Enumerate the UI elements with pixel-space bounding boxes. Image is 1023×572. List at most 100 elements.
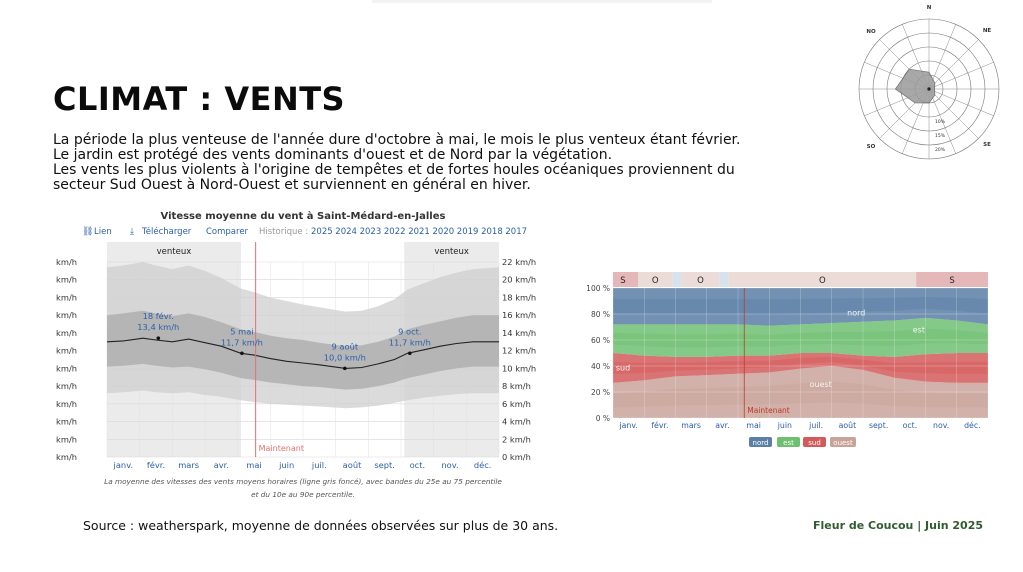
annotation-value: 11,7 km/h: [389, 337, 431, 347]
x-tick-label: juin: [777, 421, 792, 430]
y-tick-label-left: 22 km/h: [55, 257, 77, 267]
band-p25-p75: [107, 310, 499, 390]
wind-rose-chart: N NE SE SO O NO 10% 15% 20%: [853, 5, 1000, 160]
x-tick-label: mars: [681, 421, 701, 430]
y-tick-label-right: 20 km/h: [502, 275, 536, 285]
median-line: [106, 337, 499, 369]
windy-period-label: venteux: [434, 247, 469, 257]
y-tick-label-left: 12 km/h: [55, 346, 77, 356]
history-year-link[interactable]: 2022: [384, 227, 406, 237]
rose-spoke: [928, 24, 957, 90]
chart-title: Vitesse moyenne du vent à Saint-Médard-e…: [161, 210, 446, 222]
legend-swatch: [830, 437, 856, 447]
rose-ring-label: 15%: [935, 133, 946, 139]
download-button[interactable]: Télécharger: [141, 226, 192, 237]
legend-label: sud: [808, 439, 821, 447]
rose-polygon: [894, 68, 936, 104]
x-tick-label: juin: [278, 460, 294, 470]
y-tick-label-right: 10 km/h: [502, 363, 536, 373]
dominant-direction-segment: [638, 272, 673, 287]
dominant-direction-label: O: [697, 276, 704, 286]
history-year-link[interactable]: 2017: [505, 227, 527, 237]
dominant-direction-segment: [613, 272, 638, 287]
legend-swatch: [777, 437, 800, 447]
intro-line: La période la plus venteuse de l'année d…: [53, 132, 741, 148]
rose-spoke: [928, 88, 957, 154]
now-label: Maintenant: [747, 406, 790, 415]
y-tick-label-right: 0 km/h: [502, 452, 531, 462]
rose-direction-label: O: [853, 88, 854, 94]
rose-ring-label: 10%: [935, 119, 946, 125]
y-tick-label: 20 %: [591, 388, 610, 397]
x-tick-label: mars: [178, 460, 199, 470]
x-tick-label: avr.: [715, 421, 729, 430]
y-tick-label-right: 18 km/h: [502, 292, 536, 302]
series-label: est: [913, 326, 925, 335]
annotation-date: 5 mai: [230, 326, 253, 336]
intro-line: Les vents les plus violents à l'origine …: [53, 162, 735, 178]
wind-direction-chart: S O O O S 0 % 20 % 40 % 60 % 80 % 100 % Maintenant n…: [586, 272, 989, 447]
x-tick-label: oct.: [903, 421, 918, 430]
dominant-direction-label: O: [652, 276, 659, 286]
page-title: CLIMAT : VENTS: [53, 80, 346, 118]
history-year-link[interactable]: 2018: [481, 227, 503, 237]
chart-toolbar: ⛓ Lien ⤓ Télécharger Comparer Historique :202…: [82, 226, 527, 237]
y-tick-label: 100 %: [586, 284, 610, 293]
rose-ring-label: 20%: [935, 147, 946, 153]
intro-line: secteur Sud Ouest à Nord-Ouest et survie…: [53, 177, 531, 193]
x-tick-label: août: [343, 460, 362, 470]
link-icon[interactable]: ⛓: [82, 226, 93, 237]
y-tick-label-left: 10 km/h: [55, 363, 77, 373]
series-label: nord: [847, 309, 865, 318]
compare-button[interactable]: Comparer: [206, 227, 249, 237]
source-note: Source : weatherspark, moyenne de donnée…: [83, 518, 559, 533]
annotation-date: 9 août: [332, 341, 359, 351]
y-tick-label: 60 %: [591, 336, 610, 345]
legend-label: ouest: [833, 439, 853, 447]
history-year-link[interactable]: 2025: [311, 227, 333, 237]
x-tick-label: sept.: [869, 421, 888, 430]
y-tick-label: 80 %: [591, 310, 610, 319]
link-button[interactable]: Lien: [94, 227, 112, 237]
dominant-direction-segment: [672, 272, 682, 287]
series-label: ouest: [810, 380, 832, 389]
rose-center: [927, 87, 931, 91]
dominant-direction-label: S: [620, 276, 625, 286]
rose-direction-label: SE: [983, 142, 991, 148]
history-year-link[interactable]: 2024: [335, 227, 357, 237]
rose-direction-label: NE: [983, 28, 992, 34]
legend: nord est sud ouest: [749, 437, 856, 447]
legend-label: nord: [753, 439, 769, 447]
legend-swatch: [803, 437, 826, 447]
y-tick-label: 40 %: [591, 362, 610, 371]
rose-spoke: [928, 39, 979, 90]
dominant-direction-segment: [728, 272, 917, 287]
y-tick-label-right: 22 km/h: [502, 257, 536, 267]
y-tick-label-left: 16 km/h: [55, 310, 77, 320]
y-tick-label-left: 2 km/h: [55, 434, 77, 444]
chart-caption: et du 10e au 90e percentile.: [251, 490, 355, 499]
dominant-direction-segment: [719, 272, 729, 287]
history-year-link[interactable]: 2021: [408, 227, 430, 237]
x-tick-label: févr.: [651, 421, 668, 430]
y-tick-label-right: 2 km/h: [502, 434, 531, 444]
top-divider: [372, 0, 712, 3]
annotation-date: 18 févr.: [143, 311, 174, 321]
rose-direction-label: SO: [867, 144, 876, 150]
x-tick-label: sept.: [374, 460, 395, 470]
history-year-link[interactable]: 2019: [457, 227, 479, 237]
x-tick-label: juil.: [808, 421, 823, 430]
chart-caption: La moyenne des vitesses des vents moyens…: [104, 477, 502, 486]
history-year-link[interactable]: 2020: [433, 227, 455, 237]
history-year-link[interactable]: 2023: [360, 227, 382, 237]
plot-area: venteux venteux 0 km/h 0 km/h 2 km/h 2 km/h 4 …: [55, 242, 536, 470]
annotation-value: 13,4 km/h: [137, 322, 179, 332]
credit: Fleur de Coucou | Juin 2025: [813, 519, 984, 532]
windy-period-label: venteux: [157, 247, 192, 257]
x-tick-label: janv.: [113, 460, 134, 470]
annotation-point: [343, 366, 347, 371]
x-tick-label: août: [839, 421, 857, 430]
y-tick-label-left: 6 km/h: [55, 399, 77, 409]
annotation-value: 10,0 km/h: [324, 352, 366, 362]
download-icon: ⤓: [130, 227, 134, 237]
